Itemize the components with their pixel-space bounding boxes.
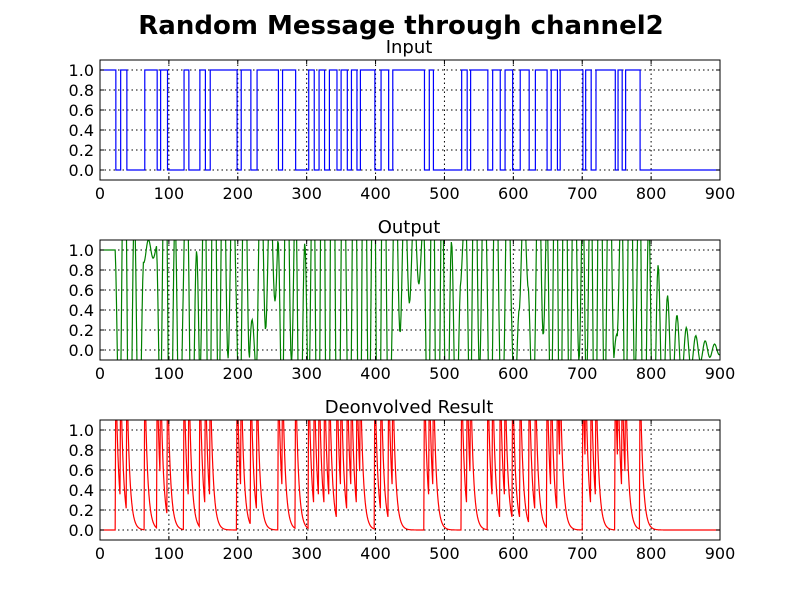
x-tick-label: 900 <box>705 364 736 383</box>
y-tick-label: 0.6 <box>69 281 94 300</box>
y-tick-label: 0.8 <box>69 261 94 280</box>
y-tick-label: 0.2 <box>69 501 94 520</box>
deconvolved-panel: Deonvolved Result 0 100 200 300 400 500 600 700… <box>69 397 736 563</box>
x-tick-label: 300 <box>291 364 322 383</box>
x-tick-label: 200 <box>223 184 254 203</box>
axes-frame <box>99 59 721 181</box>
output-panel-title: Output <box>378 217 441 238</box>
x-tick-label: 700 <box>567 184 598 203</box>
x-tick-label: 100 <box>154 544 185 563</box>
y-tick-label: 0.8 <box>69 441 94 460</box>
y-tick-label: 0.0 <box>69 341 94 360</box>
y-tick-label: 0.6 <box>69 101 94 120</box>
axes-frame <box>99 419 721 541</box>
x-tick-label: 400 <box>360 364 391 383</box>
output-series-line <box>100 240 720 360</box>
y-tick-label: 0.2 <box>69 141 94 160</box>
axes-frame <box>99 239 721 361</box>
input-series-line <box>100 69 720 171</box>
x-tick-label: 700 <box>567 364 598 383</box>
y-tick-label: 1.0 <box>69 61 94 80</box>
y-tick-label: 0.6 <box>69 461 94 480</box>
x-tick-label: 400 <box>360 544 391 563</box>
y-tick-label: 0.4 <box>69 121 94 140</box>
input-panel: Input 0 100 200 300 400 500 600 700 800 900 0.00.2… <box>69 37 736 203</box>
x-tick-label: 800 <box>636 544 667 563</box>
x-tick-label: 500 <box>429 184 460 203</box>
x-tick-label: 0 <box>95 184 105 203</box>
y-tick-label: 0.8 <box>69 81 94 100</box>
x-tick-label: 800 <box>636 184 667 203</box>
x-tick-label: 200 <box>223 544 254 563</box>
x-tick-label: 700 <box>567 544 598 563</box>
x-tick-label: 300 <box>291 184 322 203</box>
x-tick-label: 400 <box>360 184 391 203</box>
x-tick-label: 300 <box>291 544 322 563</box>
y-tick-label: 0.4 <box>69 481 94 500</box>
deconvolved-series-line <box>100 420 720 531</box>
x-tick-label: 100 <box>154 364 185 383</box>
y-tick-label: 0.0 <box>69 521 94 540</box>
x-tick-label: 900 <box>705 184 736 203</box>
y-tick-label: 0.2 <box>69 321 94 340</box>
x-tick-label: 0 <box>95 364 105 383</box>
x-tick-label: 800 <box>636 364 667 383</box>
x-tick-label: 900 <box>705 544 736 563</box>
x-tick-label: 600 <box>498 184 529 203</box>
output-panel: Output 0 100 200 300 400 500 600 700 800 9000.00.… <box>69 217 736 383</box>
y-tick-label: 1.0 <box>69 241 94 260</box>
x-tick-label: 100 <box>154 184 185 203</box>
x-tick-label: 600 <box>498 544 529 563</box>
x-tick-label: 0 <box>95 544 105 563</box>
deconvolved-panel-title: Deonvolved Result <box>325 397 494 418</box>
input-panel-title: Input <box>386 37 433 58</box>
y-tick-label: 0.0 <box>69 161 94 180</box>
y-tick-label: 0.4 <box>69 301 94 320</box>
x-tick-label: 200 <box>223 364 254 383</box>
figure-suptitle: Random Message through channel2 <box>138 11 663 41</box>
x-tick-label: 500 <box>429 364 460 383</box>
y-tick-label: 1.0 <box>69 421 94 440</box>
x-tick-label: 500 <box>429 544 460 563</box>
x-tick-label: 600 <box>498 364 529 383</box>
